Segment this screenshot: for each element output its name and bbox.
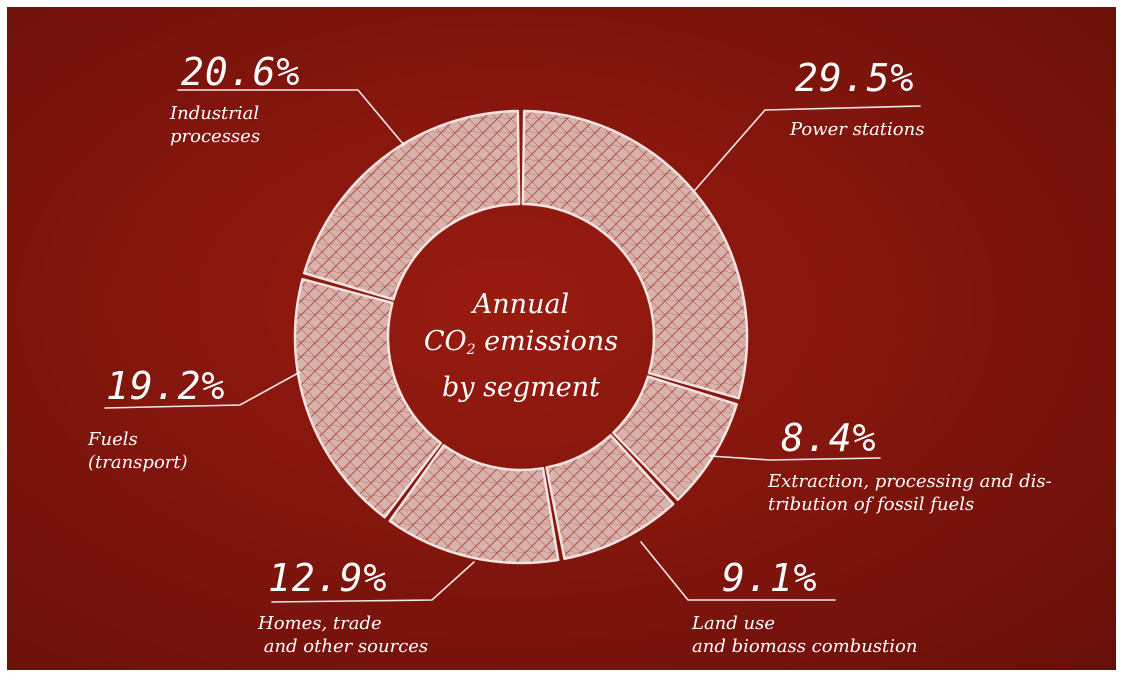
leader-fuels — [104, 371, 301, 409]
center-title: Annual CO2 emissions by segment — [411, 286, 631, 406]
value-label-power-stations: 29.5% — [795, 56, 915, 100]
center-title-co: CO — [423, 326, 467, 357]
category-label-homes: Homes, trade and other sources — [258, 613, 429, 657]
slices-group — [293, 109, 749, 565]
category-label-power-stations: Power stations — [790, 119, 925, 140]
value-label-homes: 12.9% — [268, 556, 388, 600]
slice-fuels — [293, 277, 443, 519]
value-label-land-use: 9.1% — [722, 556, 818, 600]
slice-homes — [388, 444, 560, 565]
center-title-line2: CO2 emissions — [411, 323, 631, 369]
leader-industrial — [177, 89, 405, 146]
leader-extraction — [709, 455, 881, 461]
slice-land-use — [545, 434, 675, 561]
category-label-land-use: Land use and biomass combustion — [692, 613, 918, 657]
leader-power-stations — [694, 105, 921, 191]
slice-power-stations — [521, 109, 749, 400]
category-label-industrial: Industrial processes — [170, 103, 261, 147]
leader-land-use — [640, 541, 836, 601]
slice-extraction — [612, 375, 739, 501]
center-title-emissions: emissions — [475, 326, 619, 357]
value-label-industrial: 20.6% — [181, 50, 301, 94]
center-title-subscript: 2 — [466, 342, 476, 358]
leader-lines-group — [104, 89, 921, 603]
leader-homes — [271, 561, 475, 603]
category-label-fuels: Fuels (transport) — [88, 429, 188, 473]
center-title-line1: Annual — [472, 289, 570, 320]
value-label-extraction: 8.4% — [781, 416, 877, 460]
category-label-extraction: Extraction, processing and dis- tributio… — [768, 471, 1052, 515]
center-title-line3: by segment — [441, 372, 601, 403]
value-label-fuels: 19.2% — [106, 364, 226, 408]
slice-industrial — [302, 109, 521, 301]
